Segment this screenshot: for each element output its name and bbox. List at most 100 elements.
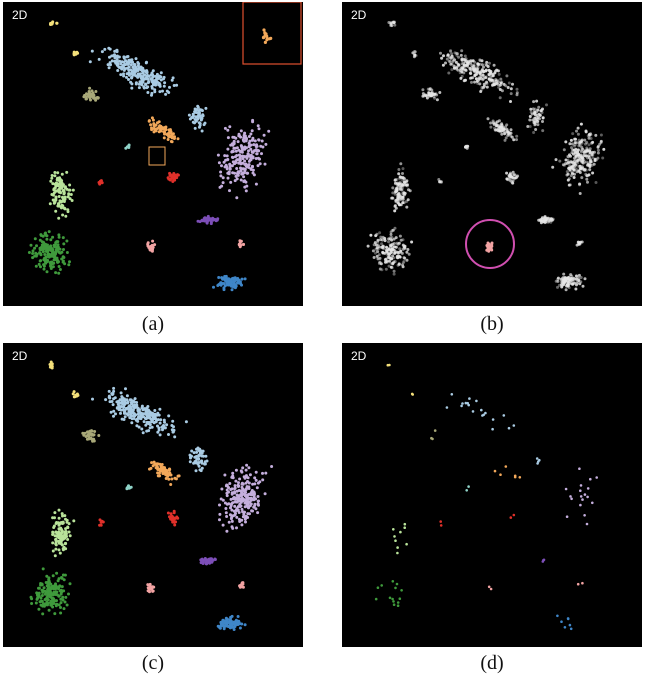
data-point — [240, 493, 244, 497]
data-point — [563, 279, 567, 282]
data-point — [541, 120, 544, 123]
data-point — [33, 246, 37, 250]
data-point — [169, 131, 173, 135]
data-point — [581, 581, 584, 585]
data-point — [599, 133, 603, 137]
data-point — [49, 238, 53, 242]
data-point — [97, 57, 101, 61]
data-point — [64, 214, 68, 218]
data-point — [67, 263, 71, 267]
data-point — [156, 471, 160, 475]
data-point — [158, 421, 162, 425]
data-point — [247, 163, 251, 167]
data-point — [232, 139, 236, 143]
data-point — [577, 138, 581, 142]
data-point — [570, 497, 573, 501]
data-point — [115, 406, 119, 410]
data-point — [397, 192, 401, 196]
data-point — [536, 120, 540, 123]
data-point — [196, 219, 200, 223]
panel-a-caption: (a) — [141, 313, 165, 335]
data-point — [472, 63, 476, 67]
data-point — [397, 241, 401, 245]
data-point — [156, 127, 159, 130]
data-point — [65, 535, 68, 538]
data-point — [154, 123, 158, 127]
data-point — [137, 66, 141, 70]
data-point — [231, 476, 235, 480]
data-point — [195, 450, 199, 454]
data-point — [167, 468, 171, 472]
data-point — [193, 126, 197, 130]
data-point — [505, 74, 509, 78]
data-point — [539, 221, 543, 225]
data-point — [52, 258, 56, 262]
data-point — [150, 461, 154, 465]
data-point — [156, 430, 160, 434]
data-point — [571, 167, 575, 171]
data-point — [267, 129, 271, 133]
data-point — [232, 282, 236, 286]
data-point — [44, 249, 48, 253]
data-point — [141, 78, 145, 82]
data-point — [259, 144, 263, 148]
data-point — [54, 271, 58, 275]
data-point — [51, 247, 55, 251]
data-point — [39, 265, 42, 269]
data-point — [49, 244, 53, 248]
data-point — [200, 116, 204, 120]
data-point — [573, 141, 577, 145]
data-point — [564, 487, 568, 491]
data-point — [115, 63, 119, 67]
data-point — [90, 89, 94, 93]
data-point — [585, 146, 589, 150]
data-point — [52, 191, 56, 195]
data-point — [257, 499, 260, 503]
data-point — [230, 492, 234, 496]
data-point — [191, 120, 195, 124]
data-point — [588, 149, 592, 153]
data-point — [408, 189, 412, 193]
data-point — [429, 92, 433, 95]
data-point — [589, 477, 592, 481]
data-point — [405, 542, 408, 546]
data-point — [173, 523, 177, 527]
data-point — [134, 413, 138, 417]
data-point — [401, 263, 404, 267]
data-point — [137, 86, 141, 90]
data-point — [233, 171, 237, 175]
data-point — [63, 207, 67, 211]
data-point — [583, 277, 587, 281]
data-point — [142, 85, 146, 89]
data-point — [231, 471, 235, 475]
panel-c-scatter-plot: 2D — [3, 343, 303, 647]
data-point — [62, 607, 66, 611]
data-point — [226, 171, 230, 175]
data-point — [31, 252, 35, 255]
data-point — [229, 282, 233, 286]
data-point — [39, 234, 43, 237]
scatter-canvas-a — [27, 2, 302, 292]
data-point — [220, 276, 224, 280]
data-point — [228, 125, 232, 129]
data-point — [170, 477, 174, 481]
data-point — [398, 247, 402, 251]
data-point — [585, 177, 589, 181]
data-point — [226, 147, 230, 151]
data-point — [497, 72, 501, 76]
data-point — [509, 100, 512, 103]
data-point — [560, 276, 564, 280]
data-point — [196, 117, 200, 121]
data-point — [127, 143, 131, 147]
data-point — [198, 468, 202, 472]
data-point — [487, 249, 491, 253]
data-point — [196, 114, 200, 118]
data-point — [403, 526, 406, 529]
data-point — [57, 523, 61, 527]
data-point — [487, 61, 491, 65]
data-point — [233, 280, 236, 283]
data-point — [247, 466, 251, 470]
data-point — [535, 457, 539, 460]
data-point — [251, 118, 255, 122]
data-point — [57, 516, 61, 520]
